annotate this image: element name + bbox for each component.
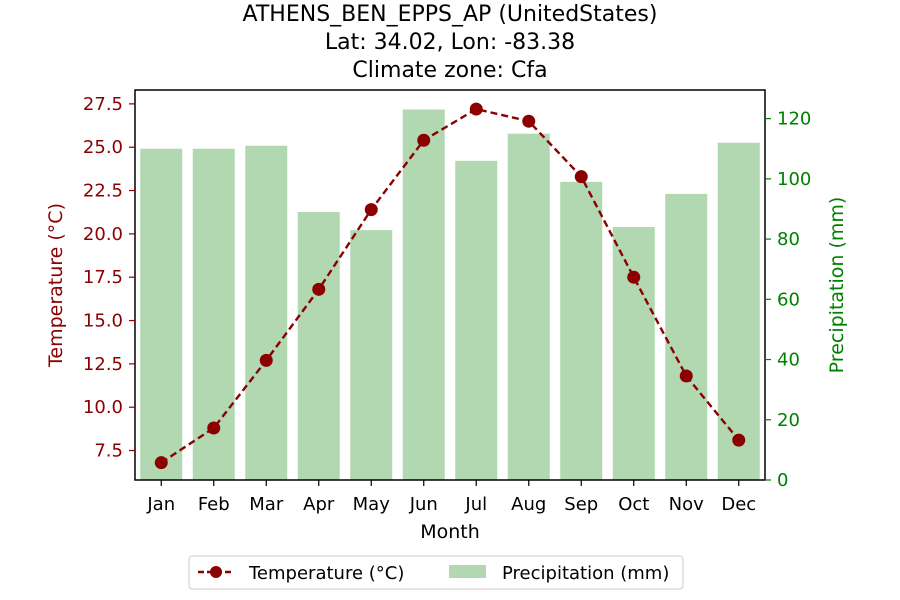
left-tick-label: 20.0 bbox=[83, 224, 123, 245]
precipitation-bar-jul bbox=[455, 160, 498, 480]
precipitation-bar-apr bbox=[297, 211, 340, 480]
x-tick-label-nov: Nov bbox=[669, 494, 704, 515]
precipitation-bar-jan bbox=[140, 148, 183, 480]
temperature-point-feb bbox=[207, 421, 221, 435]
legend-precipitation-swatch bbox=[449, 565, 486, 578]
legend: Temperature (°C) Precipitation (mm) bbox=[188, 555, 684, 590]
left-axis-ticks: 7.5 10.0 12.5 15.0 17.5 20.0 22.5 25.0 27.5 bbox=[83, 94, 135, 462]
precipitation-bar-may bbox=[350, 230, 393, 480]
x-tick-label-mar: Mar bbox=[249, 494, 284, 515]
x-tick-label-feb: Feb bbox=[198, 494, 230, 515]
legend-temperature-marker-swatch bbox=[210, 566, 222, 578]
left-tick-label: 10.0 bbox=[83, 397, 123, 418]
temperature-point-nov bbox=[679, 369, 693, 383]
temperature-point-dec bbox=[732, 433, 746, 447]
precipitation-bar-sep bbox=[560, 181, 603, 481]
temperature-line bbox=[154, 102, 746, 470]
precipitation-bars bbox=[140, 109, 760, 481]
right-axis-ticks: 0 20 40 60 80 100 120 bbox=[765, 109, 811, 491]
x-axis-label: Month bbox=[420, 521, 480, 543]
right-tick-label: 100 bbox=[777, 169, 811, 190]
temperature-point-oct bbox=[627, 270, 641, 284]
temperature-point-jun bbox=[417, 133, 431, 147]
legend-temperature-label: Temperature (°C) bbox=[248, 563, 404, 584]
precipitation-bar-nov bbox=[665, 193, 708, 481]
precipitation-bar-jun bbox=[402, 109, 445, 480]
x-tick-label-jan: Jan bbox=[146, 494, 175, 515]
x-tick-label-may: May bbox=[353, 494, 391, 515]
right-tick-label: 80 bbox=[777, 229, 800, 250]
temperature-point-mar bbox=[259, 353, 273, 367]
temperature-point-may bbox=[364, 203, 378, 217]
precipitation-bar-oct bbox=[612, 227, 655, 480]
right-tick-label: 40 bbox=[777, 350, 800, 371]
right-tick-label: 120 bbox=[777, 109, 811, 130]
temperature-series-line bbox=[160, 107, 740, 464]
chart-title-line-3: Climate zone: Cfa bbox=[352, 58, 547, 83]
chart-title-line-1: ATHENS_BEN_EPPS_AP (UnitedStates) bbox=[243, 2, 658, 27]
right-tick-label: 60 bbox=[777, 289, 800, 310]
precipitation-bar-dec bbox=[717, 142, 760, 480]
temperature-point-aug bbox=[522, 114, 536, 128]
temperature-point-jul bbox=[469, 102, 483, 116]
chart-title-line-2: Lat: 34.02, Lon: -83.38 bbox=[325, 30, 575, 55]
left-tick-label: 22.5 bbox=[83, 181, 123, 202]
x-tick-label-aug: Aug bbox=[511, 494, 546, 515]
temperature-point-sep bbox=[574, 170, 588, 184]
x-tick-label-apr: Apr bbox=[303, 494, 335, 515]
precipitation-bar-aug bbox=[507, 133, 550, 480]
right-tick-label: 0 bbox=[777, 470, 788, 491]
temperature-point-jan bbox=[154, 456, 168, 470]
x-tick-label-sep: Sep bbox=[564, 494, 598, 515]
left-tick-label: 7.5 bbox=[94, 441, 123, 462]
temperature-point-apr bbox=[312, 282, 326, 296]
left-tick-label: 12.5 bbox=[83, 354, 123, 375]
x-tick-label-jul: Jul bbox=[464, 494, 487, 515]
x-axis-ticks: Jan Feb Mar Apr May Jun Jul Aug Sep Oct Nov Dec bbox=[146, 480, 756, 515]
x-tick-label-oct: Oct bbox=[618, 494, 649, 515]
left-tick-label: 25.0 bbox=[83, 137, 123, 158]
right-tick-label: 20 bbox=[777, 410, 800, 431]
legend-frame bbox=[188, 555, 684, 590]
precipitation-bar-mar bbox=[245, 145, 288, 480]
left-tick-label: 27.5 bbox=[83, 94, 123, 115]
left-axis-label: Temperature (°C) bbox=[45, 203, 67, 368]
x-tick-label-jun: Jun bbox=[409, 494, 438, 515]
right-axis-label: Precipitation (mm) bbox=[826, 197, 848, 374]
plot-frame bbox=[134, 89, 766, 481]
left-tick-label: 17.5 bbox=[83, 267, 123, 288]
chart-title: ATHENS_BEN_EPPS_AP (UnitedStates) Lat: 3… bbox=[243, 2, 658, 83]
legend-precipitation-label: Precipitation (mm) bbox=[502, 563, 669, 584]
left-tick-label: 15.0 bbox=[83, 311, 123, 332]
x-tick-label-dec: Dec bbox=[721, 494, 756, 515]
